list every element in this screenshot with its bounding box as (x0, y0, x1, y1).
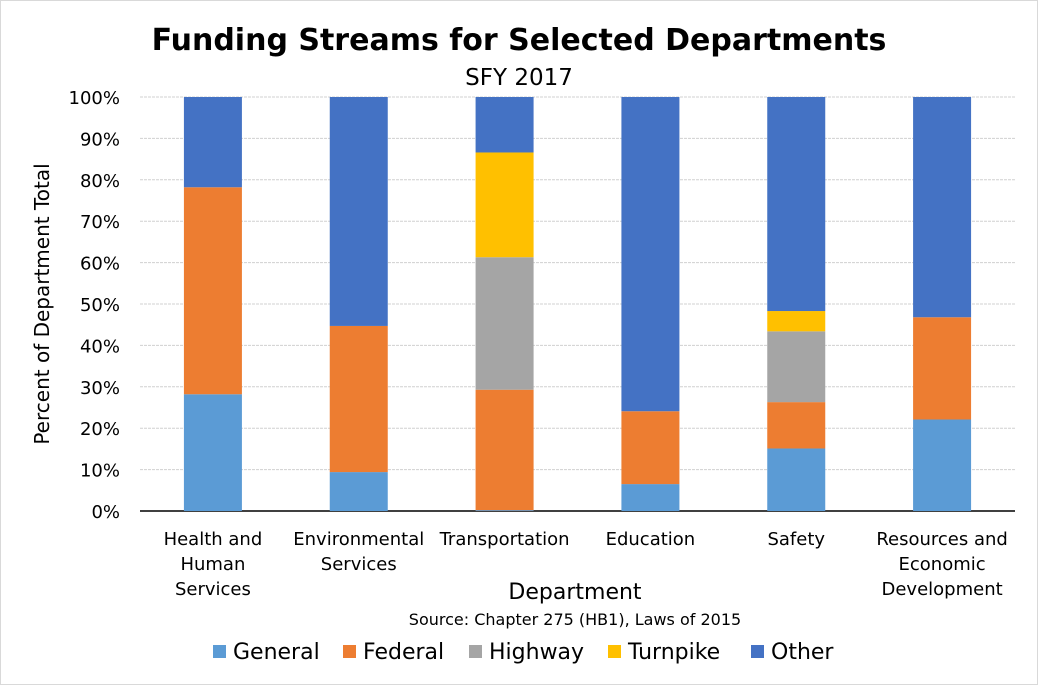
y-tick-label: 50% (80, 295, 120, 316)
legend-label-turnpike: Turnpike (627, 640, 720, 665)
bar-segment-highway (767, 331, 826, 403)
bar-segment-federal (475, 389, 534, 511)
bar-segment-turnpike (475, 152, 534, 258)
source-note: Source: Chapter 275 (HB1), Laws of 2015 (409, 610, 741, 629)
y-tick-label: 10% (80, 461, 120, 482)
legend-label-other: Other (771, 640, 834, 665)
y-axis-label: Percent of Department Total (30, 163, 54, 444)
x-tick-label: Transportation (439, 529, 570, 550)
legend-swatch-federal (343, 645, 356, 658)
bar-segment-other (475, 97, 534, 153)
legend-label-general: General (233, 640, 320, 665)
x-tick-label: Services (175, 579, 251, 600)
chart-subtitle: SFY 2017 (465, 65, 573, 91)
bar-segment-federal (329, 325, 388, 473)
bar-segment-federal (183, 187, 242, 395)
bar-segment-other (329, 97, 388, 326)
y-tick-label: 80% (80, 171, 120, 192)
bar-segment-general (913, 419, 972, 511)
bar-segment-turnpike (767, 311, 826, 332)
legend-label-federal: Federal (363, 640, 444, 665)
legend-swatch-general (213, 645, 226, 658)
y-tick-label: 90% (80, 129, 120, 150)
x-axis-label: Department (508, 580, 642, 605)
x-tick-label: Safety (767, 529, 825, 550)
legend-swatch-other (751, 645, 764, 658)
bar-segment-general (767, 448, 826, 511)
x-tick-label: Economic (899, 554, 986, 575)
bar-segment-federal (621, 411, 680, 485)
y-tick-label: 70% (80, 212, 120, 233)
legend-label-highway: Highway (489, 640, 584, 665)
y-tick-label: 0% (91, 502, 120, 523)
x-tick-label: Education (606, 529, 696, 550)
y-tick-label: 40% (80, 336, 120, 357)
y-tick-label: 20% (80, 419, 120, 440)
y-tick-label: 100% (69, 88, 120, 109)
bar-segment-federal (767, 402, 826, 449)
y-tick-label: 30% (80, 378, 120, 399)
legend-swatch-highway (469, 645, 482, 658)
chart-title: Funding Streams for Selected Departments (152, 23, 887, 58)
bar-segment-other (183, 97, 242, 188)
bar-segment-other (913, 97, 972, 318)
legend-swatch-turnpike (608, 645, 621, 658)
bar-segment-other (621, 97, 680, 412)
bar-segment-highway (475, 257, 534, 390)
bar-segment-general (621, 484, 680, 511)
x-tick-label: Resources and (876, 529, 1008, 550)
x-tick-label: Development (881, 579, 1002, 600)
bar-segment-general (329, 472, 388, 511)
bar-segment-other (767, 97, 826, 312)
bar-segment-general (475, 510, 534, 511)
y-tick-label: 60% (80, 254, 120, 275)
x-tick-label: Services (321, 554, 397, 575)
x-tick-label: Environmental (293, 529, 424, 550)
x-tick-label: Human (180, 554, 245, 575)
legend: General Federal Highway Turnpike Other (213, 640, 834, 665)
x-tick-label: Health and (164, 529, 263, 550)
bar-segment-general (183, 394, 242, 511)
bar-segment-federal (913, 317, 972, 420)
